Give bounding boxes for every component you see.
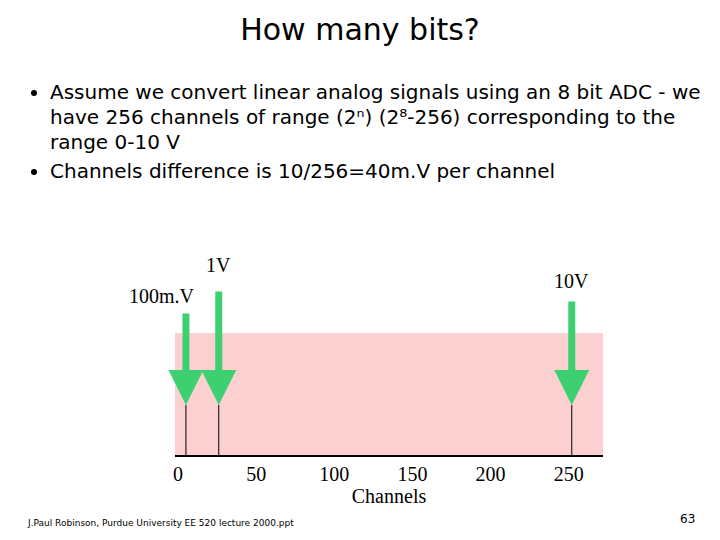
html-text:63: 63 — [680, 512, 696, 526]
html-text:Channels difference is 10/256=: Channels difference is 10/256=40m.V per … — [50, 159, 556, 183]
html-text:How many bits?: How many bits? — [240, 12, 480, 47]
svg-text:1V: 1V — [206, 254, 231, 276]
svg-text:Channels: Channels — [352, 485, 427, 507]
svg-text:250: 250 — [554, 463, 584, 485]
html-text:Assume we convert linear analo: Assume we convert linear analog signals … — [50, 80, 701, 154]
svg-text:100m.V: 100m.V — [129, 285, 195, 307]
svg-text:200: 200 — [476, 463, 506, 485]
svg-text:150: 150 — [397, 463, 427, 485]
svg-text:50: 50 — [246, 463, 266, 485]
svg-text:100: 100 — [319, 463, 349, 485]
svg-text:0: 0 — [173, 463, 183, 485]
svg-text:10V: 10V — [554, 270, 589, 292]
html-text:J.Paul Robinson, Purdue Univer: J.Paul Robinson, Purdue University EE 52… — [28, 518, 294, 528]
